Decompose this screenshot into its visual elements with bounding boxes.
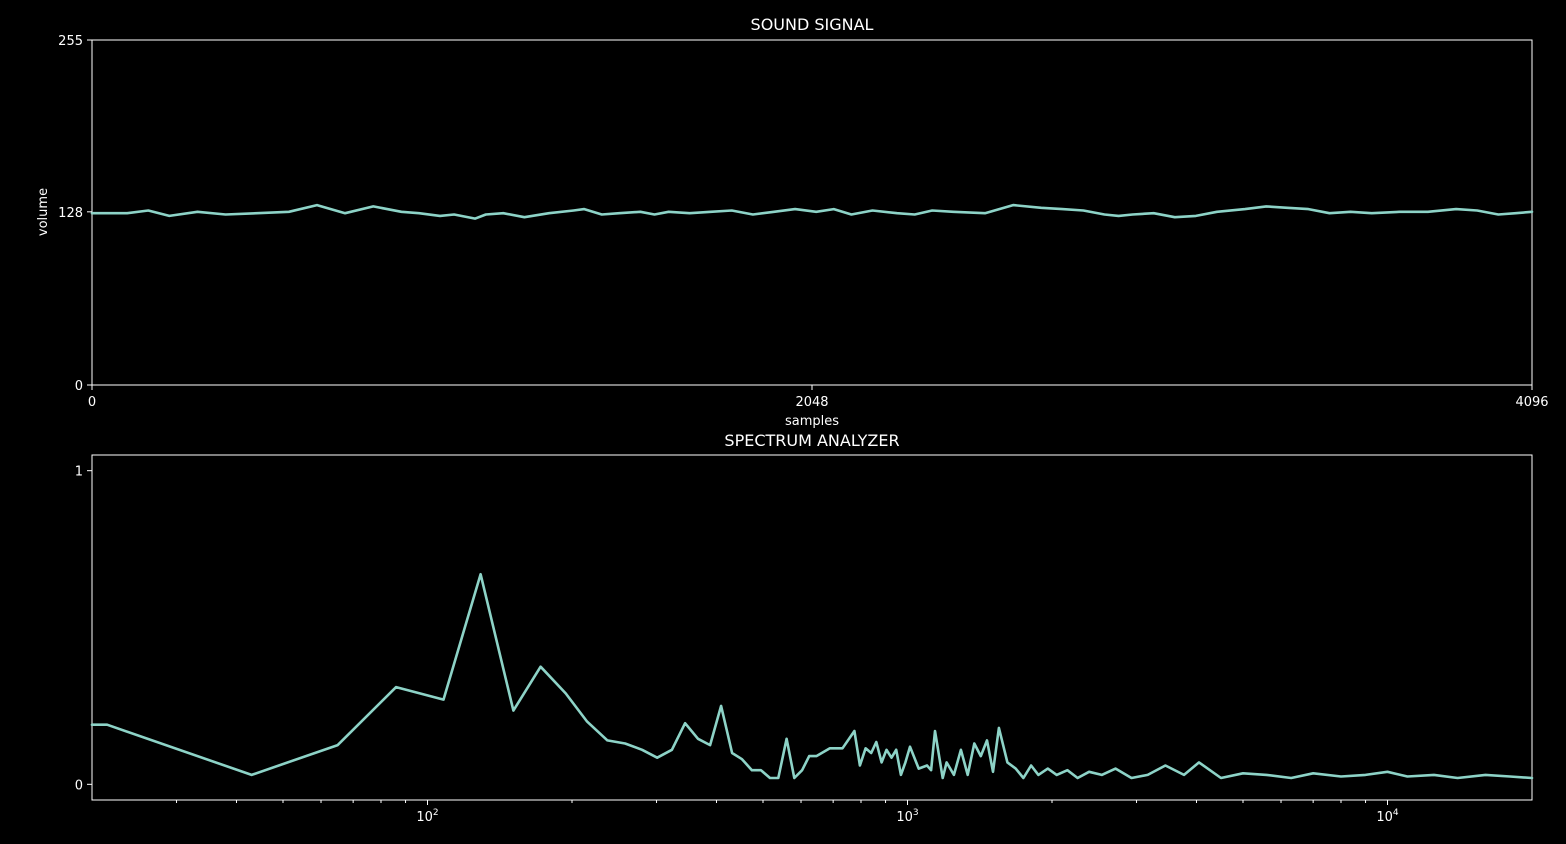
chart-title: SPECTRUM ANALYZER	[724, 431, 899, 450]
series-line	[90, 203, 1534, 220]
series-group	[90, 572, 1534, 780]
x-tick-label: 4096	[1515, 395, 1548, 410]
y-tick-label: 0	[75, 778, 83, 793]
y-axis-label: volume	[36, 188, 51, 236]
plot-frame	[91, 454, 1533, 801]
y-axis: 0 128 255	[58, 34, 92, 394]
series-group	[90, 203, 1534, 220]
x-tick-label: 104	[1376, 808, 1399, 825]
x-tick-label: 102	[416, 808, 438, 825]
chart-title: SOUND SIGNAL	[751, 15, 874, 34]
x-tick-label: 0	[88, 395, 96, 410]
x-axis: 0 2048 4096	[88, 385, 1549, 410]
y-tick-label: 1	[75, 465, 83, 480]
series-line	[90, 572, 1534, 780]
y-tick-label: 255	[58, 34, 83, 49]
x-axis-label: samples	[785, 414, 839, 429]
spectrum-analyzer-chart: SPECTRUM ANALYZER 102 103 104 01	[75, 431, 1534, 825]
x-tick-label: 2048	[795, 395, 828, 410]
x-axis: 102 103 104	[176, 800, 1399, 825]
sound-signal-chart: SOUND SIGNAL 0 2048 4096 0 128 255 samples v…	[36, 15, 1549, 429]
y-tick-label: 0	[75, 379, 83, 394]
y-tick-label: 128	[58, 206, 83, 221]
y-axis: 01	[75, 465, 92, 793]
x-tick-label: 103	[896, 808, 918, 825]
